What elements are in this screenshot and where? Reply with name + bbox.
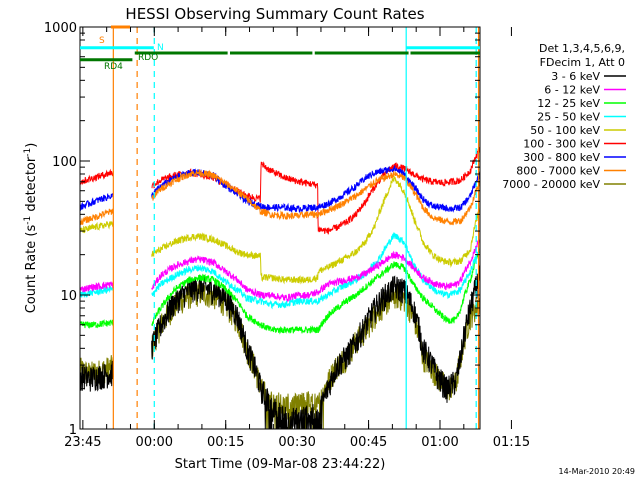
y-axis: 1 10 100 1000 xyxy=(44,21,480,438)
legend-label-1: 6 - 12 keV xyxy=(544,84,600,97)
legend-label-5: 100 - 300 keV xyxy=(523,138,600,151)
legend: Det 1,3,4,5,6,9, FDecim 1, Att 0 3 - 6 k… xyxy=(502,42,626,191)
x-tick-label-0115: 01:15 xyxy=(493,435,530,450)
y-tick-label-10: 10 xyxy=(60,289,77,304)
legend-header-1: Det 1,3,4,5,6,9, xyxy=(539,42,625,55)
y-tick-label-1: 1 xyxy=(69,423,77,438)
band-label-n: N xyxy=(157,43,164,53)
band-label-rdo: RDO xyxy=(138,53,158,63)
legend-label-0: 3 - 6 keV xyxy=(551,70,600,83)
x-axis-label: Start Time (09-Mar-08 23:44:22) xyxy=(175,457,386,472)
legend-label-4: 50 - 100 keV xyxy=(530,124,600,137)
y-axis-label: Count Rate (s-1 detector-1) xyxy=(23,143,39,314)
x-tick-label-0030: 00:30 xyxy=(278,435,315,450)
series-line-4 xyxy=(80,175,480,285)
x-tick-label-0045: 00:45 xyxy=(350,435,387,450)
y-tick-label-100: 100 xyxy=(52,155,77,170)
x-tick-label-2345: 23:45 xyxy=(64,435,101,450)
band-label-rd4: RD4 xyxy=(104,62,123,72)
legend-label-2: 12 - 25 keV xyxy=(537,97,600,110)
x-tick-label-0015: 00:15 xyxy=(207,435,244,450)
plot-frame xyxy=(79,26,481,430)
x-axis: 23:45 00:00 00:15 00:30 00:45 01:00 01:15 xyxy=(64,27,530,450)
legend-label-6: 300 - 800 keV xyxy=(523,151,600,164)
series-line-2 xyxy=(80,248,480,335)
legend-label-8: 7000 - 20000 keV xyxy=(502,178,600,191)
y-tick-label-1000: 1000 xyxy=(44,21,77,36)
chart-title: HESSI Observing Summary Count Rates xyxy=(125,5,424,23)
generation-timestamp: 14-Mar-2010 20:49 xyxy=(559,467,636,476)
x-tick-label-0000: 00:00 xyxy=(136,435,173,450)
x-tick-label-0100: 01:00 xyxy=(421,435,458,450)
legend-label-7: 800 - 7000 keV xyxy=(516,165,600,178)
plot-area xyxy=(80,27,480,429)
band-label-s: S xyxy=(99,36,105,46)
series-line-7 xyxy=(80,169,480,226)
series-line-0 xyxy=(80,265,480,429)
legend-label-3: 25 - 50 keV xyxy=(537,111,600,124)
series-line-1 xyxy=(80,239,480,303)
legend-header-2: FDecim 1, Att 0 xyxy=(540,56,625,69)
